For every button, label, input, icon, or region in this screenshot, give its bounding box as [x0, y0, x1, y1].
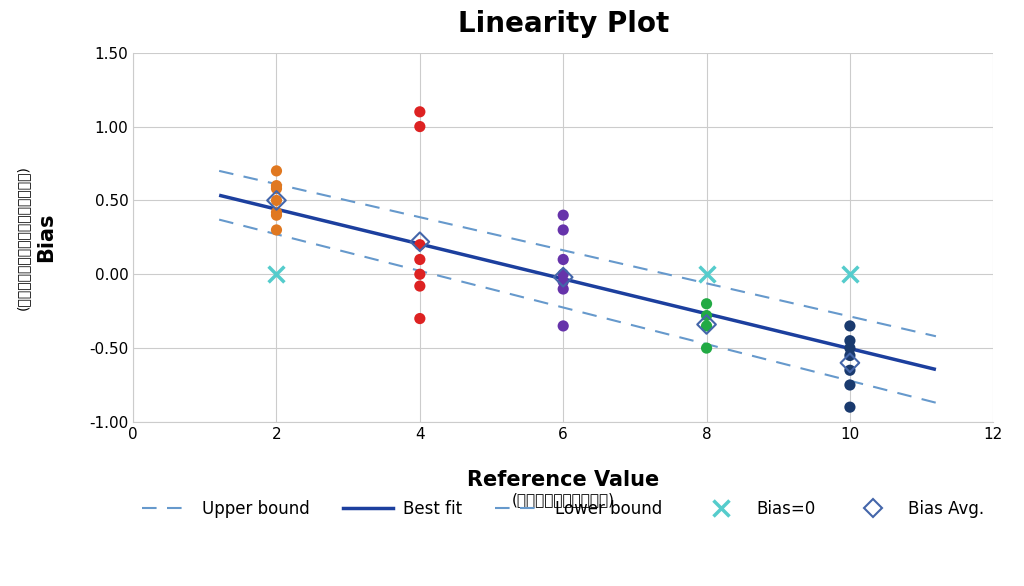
- Point: [268, 196, 285, 205]
- Point: [555, 321, 571, 331]
- Point: [698, 270, 715, 279]
- Point: [555, 255, 571, 264]
- Point: [268, 184, 285, 193]
- Point: [268, 207, 285, 217]
- Text: (ค่าอ้างอิง): (ค่าอ้างอิง): [512, 492, 614, 507]
- Point: [555, 225, 571, 234]
- Point: [268, 166, 285, 176]
- Point: [842, 366, 858, 375]
- Point: [268, 210, 285, 220]
- Point: [842, 358, 858, 367]
- Point: [412, 255, 428, 264]
- Point: [268, 181, 285, 190]
- Text: (ค่าความโน้มเอียง): (ค่าความโน้มเอียง): [16, 165, 30, 310]
- Point: [842, 336, 858, 345]
- Point: [268, 225, 285, 234]
- Point: [412, 314, 428, 323]
- Point: [268, 196, 285, 205]
- Point: [842, 321, 858, 331]
- Point: [698, 320, 715, 329]
- Text: Bias: Bias: [36, 213, 55, 262]
- Point: [842, 380, 858, 390]
- Point: [842, 270, 858, 279]
- Point: [555, 270, 571, 279]
- Point: [698, 343, 715, 353]
- Point: [698, 321, 715, 331]
- Point: [842, 351, 858, 360]
- Point: [412, 237, 428, 247]
- Point: [842, 403, 858, 412]
- Text: Reference Value: Reference Value: [467, 470, 659, 490]
- Point: [555, 272, 571, 282]
- Point: [842, 343, 858, 353]
- Point: [555, 210, 571, 220]
- Point: [412, 122, 428, 131]
- Point: [698, 311, 715, 321]
- Point: [555, 284, 571, 294]
- Point: [412, 107, 428, 117]
- Title: Linearity Plot: Linearity Plot: [458, 10, 669, 38]
- Point: [268, 270, 285, 279]
- Point: [412, 270, 428, 279]
- Point: [555, 277, 571, 287]
- Legend: Upper bound, Best fit, Lower bound, Bias=0, Bias Avg.: Upper bound, Best fit, Lower bound, Bias…: [135, 493, 991, 524]
- Point: [412, 240, 428, 250]
- Point: [412, 281, 428, 291]
- Point: [698, 299, 715, 308]
